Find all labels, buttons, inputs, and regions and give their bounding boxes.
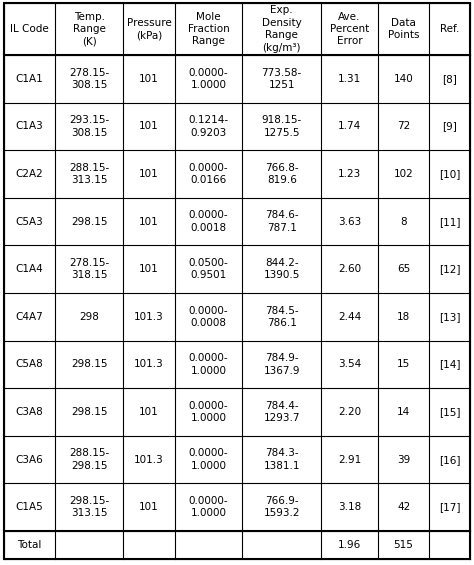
- Text: 8: 8: [401, 216, 407, 227]
- Text: Exp.
Density
Range
(kg/m³): Exp. Density Range (kg/m³): [262, 6, 301, 53]
- Text: [8]: [8]: [442, 74, 457, 84]
- Text: 101: 101: [139, 407, 159, 417]
- Text: 784.9-
1367.9: 784.9- 1367.9: [264, 353, 300, 376]
- Text: 0.0000-
0.0008: 0.0000- 0.0008: [189, 306, 228, 328]
- Text: 3.18: 3.18: [338, 502, 361, 512]
- Text: 2.44: 2.44: [338, 312, 361, 322]
- Text: 293.15-
308.15: 293.15- 308.15: [69, 115, 109, 138]
- Text: 784.3-
1381.1: 784.3- 1381.1: [264, 449, 300, 471]
- Text: C1A3: C1A3: [16, 121, 44, 132]
- Text: 278.15-
318.15: 278.15- 318.15: [69, 258, 109, 280]
- Text: 773.58-
1251: 773.58- 1251: [262, 68, 302, 90]
- Text: 102: 102: [394, 169, 413, 179]
- Text: 101.3: 101.3: [134, 359, 164, 370]
- Text: 784.4-
1293.7: 784.4- 1293.7: [264, 401, 300, 423]
- Text: C5A8: C5A8: [16, 359, 44, 370]
- Text: Mole
Fraction
Range: Mole Fraction Range: [188, 12, 229, 46]
- Text: 298.15-
313.15: 298.15- 313.15: [69, 496, 109, 519]
- Text: 0.0000-
1.0000: 0.0000- 1.0000: [189, 496, 228, 519]
- Text: C3A8: C3A8: [16, 407, 44, 417]
- Text: 2.91: 2.91: [338, 455, 361, 464]
- Text: 844.2-
1390.5: 844.2- 1390.5: [264, 258, 300, 280]
- Text: 288.15-
313.15: 288.15- 313.15: [69, 163, 109, 185]
- Text: 101: 101: [139, 74, 159, 84]
- Text: 515: 515: [394, 540, 413, 550]
- Text: 918.15-
1275.5: 918.15- 1275.5: [262, 115, 302, 138]
- Text: IL Code: IL Code: [10, 24, 49, 34]
- Text: Ref.: Ref.: [440, 24, 459, 34]
- Text: [11]: [11]: [439, 216, 460, 227]
- Text: 14: 14: [397, 407, 410, 417]
- Text: 101.3: 101.3: [134, 312, 164, 322]
- Text: 101: 101: [139, 264, 159, 274]
- Text: [12]: [12]: [439, 264, 460, 274]
- Text: 288.15-
298.15: 288.15- 298.15: [69, 449, 109, 471]
- Text: [13]: [13]: [439, 312, 460, 322]
- Text: Total: Total: [18, 540, 42, 550]
- Text: 0.0000-
1.0000: 0.0000- 1.0000: [189, 449, 228, 471]
- Text: 0.0000-
0.0166: 0.0000- 0.0166: [189, 163, 228, 185]
- Text: [17]: [17]: [439, 502, 460, 512]
- Text: 278.15-
308.15: 278.15- 308.15: [69, 68, 109, 90]
- Text: 101: 101: [139, 121, 159, 132]
- Text: 1.31: 1.31: [338, 74, 361, 84]
- Text: C3A6: C3A6: [16, 455, 44, 464]
- Text: 0.1214-
0.9203: 0.1214- 0.9203: [189, 115, 228, 138]
- Text: 298.15: 298.15: [71, 407, 108, 417]
- Text: 0.0000-
1.0000: 0.0000- 1.0000: [189, 353, 228, 376]
- Text: 101: 101: [139, 169, 159, 179]
- Text: 3.63: 3.63: [338, 216, 361, 227]
- Text: 0.0000-
1.0000: 0.0000- 1.0000: [189, 401, 228, 423]
- Text: [10]: [10]: [439, 169, 460, 179]
- Text: Ave.
Percent
Error: Ave. Percent Error: [330, 12, 369, 46]
- Text: 3.54: 3.54: [338, 359, 361, 370]
- Text: C5A3: C5A3: [16, 216, 44, 227]
- Text: 298: 298: [80, 312, 99, 322]
- Text: C1A4: C1A4: [16, 264, 44, 274]
- Text: 2.60: 2.60: [338, 264, 361, 274]
- Text: 766.8-
819.6: 766.8- 819.6: [265, 163, 299, 185]
- Text: 766.9-
1593.2: 766.9- 1593.2: [264, 496, 300, 519]
- Text: 784.5-
786.1: 784.5- 786.1: [265, 306, 299, 328]
- Text: Data
Points: Data Points: [388, 18, 419, 40]
- Text: C1A1: C1A1: [16, 74, 44, 84]
- Text: C2A2: C2A2: [16, 169, 44, 179]
- Text: [15]: [15]: [439, 407, 460, 417]
- Text: 1.74: 1.74: [338, 121, 361, 132]
- Text: 784.6-
787.1: 784.6- 787.1: [265, 210, 299, 233]
- Text: Pressure
(kPa): Pressure (kPa): [127, 18, 171, 40]
- Text: C4A7: C4A7: [16, 312, 44, 322]
- Text: 42: 42: [397, 502, 410, 512]
- Text: 2.20: 2.20: [338, 407, 361, 417]
- Text: 39: 39: [397, 455, 410, 464]
- Text: 101.3: 101.3: [134, 455, 164, 464]
- Text: [14]: [14]: [439, 359, 460, 370]
- Text: 15: 15: [397, 359, 410, 370]
- Text: Temp.
Range
(K): Temp. Range (K): [73, 12, 106, 46]
- Text: 140: 140: [394, 74, 413, 84]
- Text: [16]: [16]: [439, 455, 460, 464]
- Text: 1.96: 1.96: [338, 540, 361, 550]
- Text: 1.23: 1.23: [338, 169, 361, 179]
- Text: 65: 65: [397, 264, 410, 274]
- Text: 72: 72: [397, 121, 410, 132]
- Text: 0.0000-
0.0018: 0.0000- 0.0018: [189, 210, 228, 233]
- Text: 298.15: 298.15: [71, 359, 108, 370]
- Text: 101: 101: [139, 216, 159, 227]
- Text: C1A5: C1A5: [16, 502, 44, 512]
- Text: 298.15: 298.15: [71, 216, 108, 227]
- Text: 0.0500-
0.9501: 0.0500- 0.9501: [189, 258, 228, 280]
- Text: [9]: [9]: [442, 121, 457, 132]
- Text: 101: 101: [139, 502, 159, 512]
- Text: 18: 18: [397, 312, 410, 322]
- Text: 0.0000-
1.0000: 0.0000- 1.0000: [189, 68, 228, 90]
